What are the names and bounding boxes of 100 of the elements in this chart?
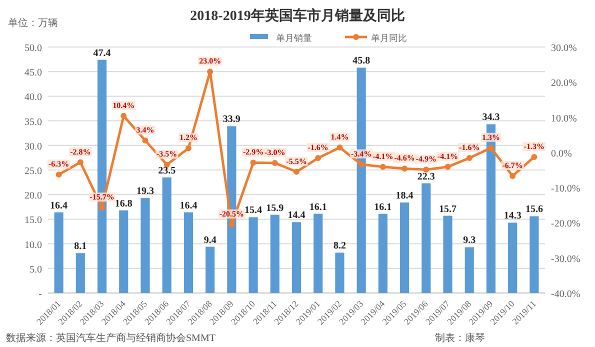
data-label: -20.5% [219,209,244,218]
bar [335,252,344,293]
data-label: 15.4 [244,205,262,216]
point [99,204,106,211]
point [272,160,278,166]
y2-tick-label: -30.0% [551,254,580,265]
bar [119,210,128,293]
data-label: 8.1 [74,241,87,252]
y-axis-title: 单位：万辆 [8,17,58,29]
bar [54,212,64,293]
chart-title: 2018-2019年英国车市月销量及同比 [190,7,405,24]
bar [400,202,410,293]
data-label: 14.3 [504,210,522,222]
point [120,112,127,119]
data-label: -4.9% [416,154,436,164]
bar [140,198,150,293]
data-label: 16.4 [180,200,198,212]
bar [248,217,258,293]
point [444,164,451,170]
bar [378,214,388,293]
y-tick-label: 40.0 [24,92,42,104]
y-tick-label: 35.0 [24,116,42,128]
y2-tick-label: 20.0% [551,78,577,90]
point [207,68,214,75]
data-label: -4.1% [437,152,458,161]
point [402,166,408,172]
point [488,144,494,151]
data-label: -3.4% [350,149,372,158]
bar [206,246,215,293]
data-label: 16.1 [309,202,327,213]
text: 制表：康琴 [435,332,485,344]
source-note: 数据来源：英国汽车生产商与经销商协会SMMT [6,332,216,344]
point [250,160,256,166]
y2-tick-label: -40.0% [551,289,580,300]
y-tick-label: 15.0 [24,215,42,226]
y2-tick-label: 30.0% [551,43,577,54]
data-label: -15.7% [90,192,114,202]
point [423,166,430,173]
data-label: 14.4 [288,210,306,222]
data-label: 19.3 [136,186,154,198]
data-label: 23.5 [158,165,176,176]
point [294,168,300,175]
data-label: -1.3% [524,142,545,151]
y2-tick-label: 10.0% [551,113,577,124]
y-tick-label: 5.0 [30,264,42,276]
y-tick-label: 50.0 [24,43,42,54]
data-label: 15.9 [266,202,284,214]
data-label: -5.5% [286,156,307,166]
point [315,155,322,162]
data-label: 33.9 [222,114,240,126]
y-tick-label: 45.0 [24,68,42,79]
data-label: 16.4 [50,200,68,212]
data-label: 16.8 [114,198,132,210]
data-label: -2.9% [242,148,264,157]
y-tick-label: 30.0 [24,141,42,152]
data-label: -1.6% [459,143,480,152]
data-label: 34.3 [482,112,500,124]
data-label: 1.3% [482,132,500,142]
point [56,172,62,178]
y2-tick-label: 0.0% [551,148,572,160]
data-label: -6.3% [48,160,70,169]
point [380,164,386,170]
y2-tick-label: -10.0% [551,184,580,195]
bar [314,214,323,293]
data-label: 18.4 [396,190,414,202]
data-label: 9.3 [463,235,476,246]
data-label: -4.6% [394,154,415,163]
data-label: 45.8 [352,56,370,67]
point [510,172,516,179]
point [77,159,84,166]
bar [422,183,431,293]
data-label: 8.2 [333,240,346,252]
data-label: 9.4 [204,234,216,246]
data-label: 3.4% [136,125,154,134]
bar [162,177,172,293]
data-label: -1.6% [308,143,328,152]
point [336,144,343,151]
data-label: 22.3 [417,171,435,182]
legend-label: 单月销量 [276,33,312,43]
point [531,154,538,160]
data-label: 23.0% [199,56,222,66]
y-tick-label: - [38,289,42,300]
data-label: -4.1% [372,152,394,161]
y-tick-label: 20.0 [24,190,42,202]
data-label: 16.1 [374,202,392,213]
bar [464,247,474,293]
data-label: 15.7 [439,204,457,215]
data-label: -3.0% [264,148,286,157]
bar [508,222,518,293]
data-label: -3.5% [156,150,178,159]
bar [292,222,302,293]
bar [270,214,280,293]
data-label: -2.8% [70,147,91,156]
point [466,155,472,162]
legend-label: 单月同比 [371,33,407,43]
y2-tick-label: -20.0% [551,218,580,230]
y-tick-label: 25.0 [24,166,42,177]
y-tick-label: 10.0 [24,240,42,251]
data-label: -6.7% [502,160,523,170]
data-label: 1.2% [179,133,198,142]
